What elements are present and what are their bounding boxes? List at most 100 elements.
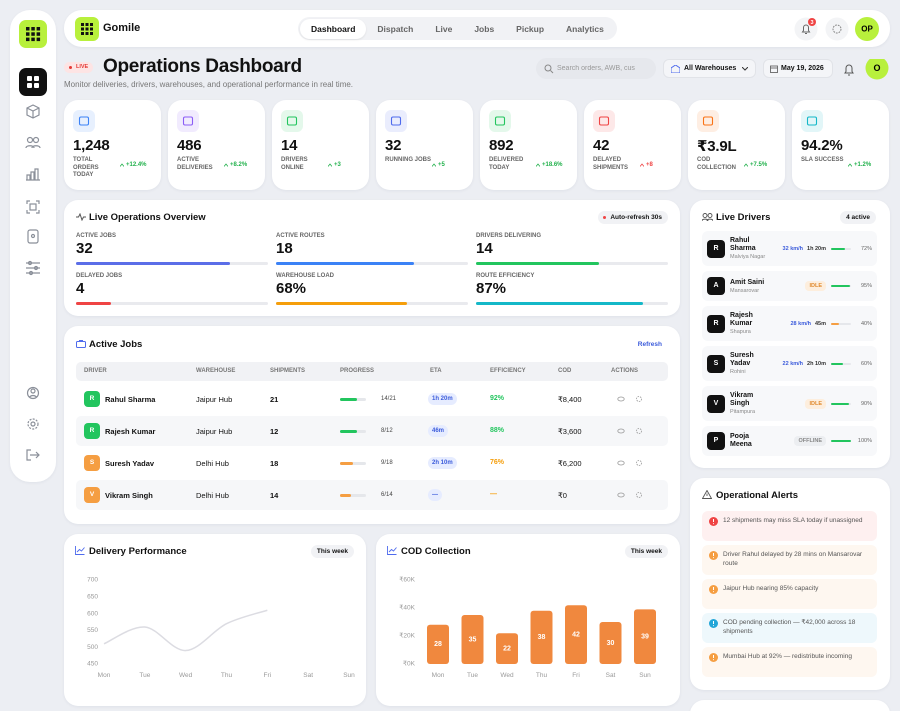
jobs-refresh[interactable]: Refresh xyxy=(637,341,662,348)
alerts-bell[interactable] xyxy=(844,64,854,76)
alert: Mumbai Hub at 92% — redistribute incomin… xyxy=(702,647,877,677)
trend-arrow-shape xyxy=(432,163,436,167)
nav-tab[interactable]: Jobs xyxy=(474,23,495,34)
nav-tab[interactable]: Dispatch xyxy=(377,23,414,34)
view-action[interactable] xyxy=(617,492,625,498)
trend-arrow-shape xyxy=(224,163,228,167)
track-action[interactable] xyxy=(636,492,642,498)
nav-profile[interactable] xyxy=(26,386,40,400)
table-header-bg xyxy=(76,362,668,381)
chart-icon xyxy=(387,546,397,555)
driver-avatar: R xyxy=(707,239,725,258)
nav-settings-sliders[interactable] xyxy=(26,260,40,276)
driver-progress-label: 72% xyxy=(860,245,872,252)
metric-value: 32 xyxy=(76,240,93,257)
header-avatar[interactable] xyxy=(865,59,889,80)
driver-progress-track xyxy=(831,440,851,442)
row-actions xyxy=(617,428,642,434)
alerts-title: Operational Alerts xyxy=(716,490,799,501)
x-tick-label: Wed xyxy=(179,672,193,679)
row-actions xyxy=(617,460,642,466)
driver-row: V Vikram Singh Pitampura IDLE 90% xyxy=(702,386,877,421)
nav-tab[interactable]: Live xyxy=(435,23,453,34)
driver-name: Vikram Singh xyxy=(105,491,153,500)
eta-pill: 46m xyxy=(428,425,449,437)
nav-tab[interactable]: Pickup xyxy=(516,23,545,34)
driver-progress xyxy=(831,402,849,405)
driver-row: R Rajesh Kumar Shapura 28 km/h 45m 40% xyxy=(702,306,877,341)
view-action[interactable] xyxy=(617,428,625,434)
chart-title: Delivery Performance xyxy=(89,546,187,557)
driver-progress-label: 90% xyxy=(860,400,872,407)
shipments: 12 xyxy=(270,427,279,436)
metric-bar xyxy=(476,262,599,265)
nav-scan[interactable] xyxy=(26,200,40,214)
progress-track xyxy=(340,430,366,433)
column-header: DRIVER xyxy=(84,368,107,374)
efficiency: 88% xyxy=(490,427,505,434)
date-picker[interactable]: May 19, 2026 xyxy=(763,59,833,78)
driver-progress-track xyxy=(831,322,851,325)
kpi-icon xyxy=(697,110,719,132)
user-avatar[interactable] xyxy=(855,17,879,41)
alert-icon xyxy=(709,653,718,662)
settings-button[interactable] xyxy=(825,17,849,41)
progress-label: 9/18 xyxy=(381,459,393,466)
bar-value-label: 35 xyxy=(469,636,477,643)
efficiency: 76% xyxy=(490,459,505,466)
driver-row: A Amit Saini Mansarovar IDLE 95% xyxy=(702,271,877,301)
progress-bar xyxy=(340,462,353,465)
nav-analytics[interactable] xyxy=(26,168,40,181)
kpi-value: ₹3.9L xyxy=(697,138,737,155)
kpi-label: SLA SUCCESS xyxy=(801,157,844,163)
nav-box[interactable] xyxy=(26,104,40,119)
kpi-glyph-shape xyxy=(806,116,818,126)
x-tick-label: Sat xyxy=(303,672,313,679)
trend-arrow xyxy=(120,163,124,167)
metric-label: ACTIVE ROUTES xyxy=(276,233,325,239)
driver-row: P Pooja Meena OFFLINE 100% xyxy=(702,426,877,456)
search-box[interactable]: Search orders, AWB, cus xyxy=(536,58,656,79)
bar-value-label: 22 xyxy=(503,645,511,652)
table-row xyxy=(76,448,668,478)
view-action[interactable] xyxy=(617,460,625,466)
view-action[interactable] xyxy=(617,396,625,402)
chart-badge: This week xyxy=(624,545,668,558)
nav-users[interactable] xyxy=(25,136,41,149)
delivery-performance-card: Delivery Performance This week 450 500 550 60… xyxy=(64,534,366,706)
alert: Driver Rahul delayed by 28 mins on Mansa… xyxy=(702,545,877,575)
progress-label: 14/21 xyxy=(381,395,397,402)
kpi-change: +18.6% xyxy=(536,162,563,168)
top-bar: Gomile Dashboard Dispatch Live Jobs Pickup An… xyxy=(64,10,890,47)
metric-label: DRIVERS DELIVERING xyxy=(476,233,542,239)
track-action[interactable] xyxy=(636,460,642,466)
driver-status: OFFLINE xyxy=(774,436,826,446)
nav-device[interactable] xyxy=(27,229,39,244)
status-badge: IDLE xyxy=(805,398,826,409)
nav-dashboard[interactable] xyxy=(19,68,47,96)
nav-logout[interactable] xyxy=(26,449,40,461)
x-tick-label: Sun xyxy=(343,672,355,679)
metric-label: ROUTE EFFICIENCY xyxy=(476,273,535,279)
tab-bar: Dashboard Dispatch Live Jobs Pickup Analytics xyxy=(298,17,617,40)
trend-arrow xyxy=(536,163,540,167)
driver-progress xyxy=(831,362,843,365)
track-action[interactable] xyxy=(636,396,642,402)
warehouse-select[interactable]: All Warehouses xyxy=(663,59,756,78)
refresh-dot xyxy=(603,216,607,219)
driver-name: Suresh Yadav xyxy=(105,459,155,468)
nav-tab[interactable]: Analytics xyxy=(566,23,604,34)
sidebar-icons xyxy=(19,20,47,461)
nav-tab[interactable]: Dashboard xyxy=(300,18,367,39)
brand-name: Gomile xyxy=(103,22,141,34)
track-action[interactable] xyxy=(636,428,642,434)
kpi-glyph xyxy=(806,116,818,126)
nav-gear[interactable] xyxy=(27,418,39,430)
live-dot xyxy=(69,66,72,69)
driver-progress-label: 40% xyxy=(860,320,872,327)
driver-list: R Rahul Sharma Malviya Nagar 32 km/h 1h 20m 7… xyxy=(702,231,877,461)
driver-text: Vikram Singh Pitampura xyxy=(730,392,769,415)
driver-progress-track xyxy=(831,362,851,365)
